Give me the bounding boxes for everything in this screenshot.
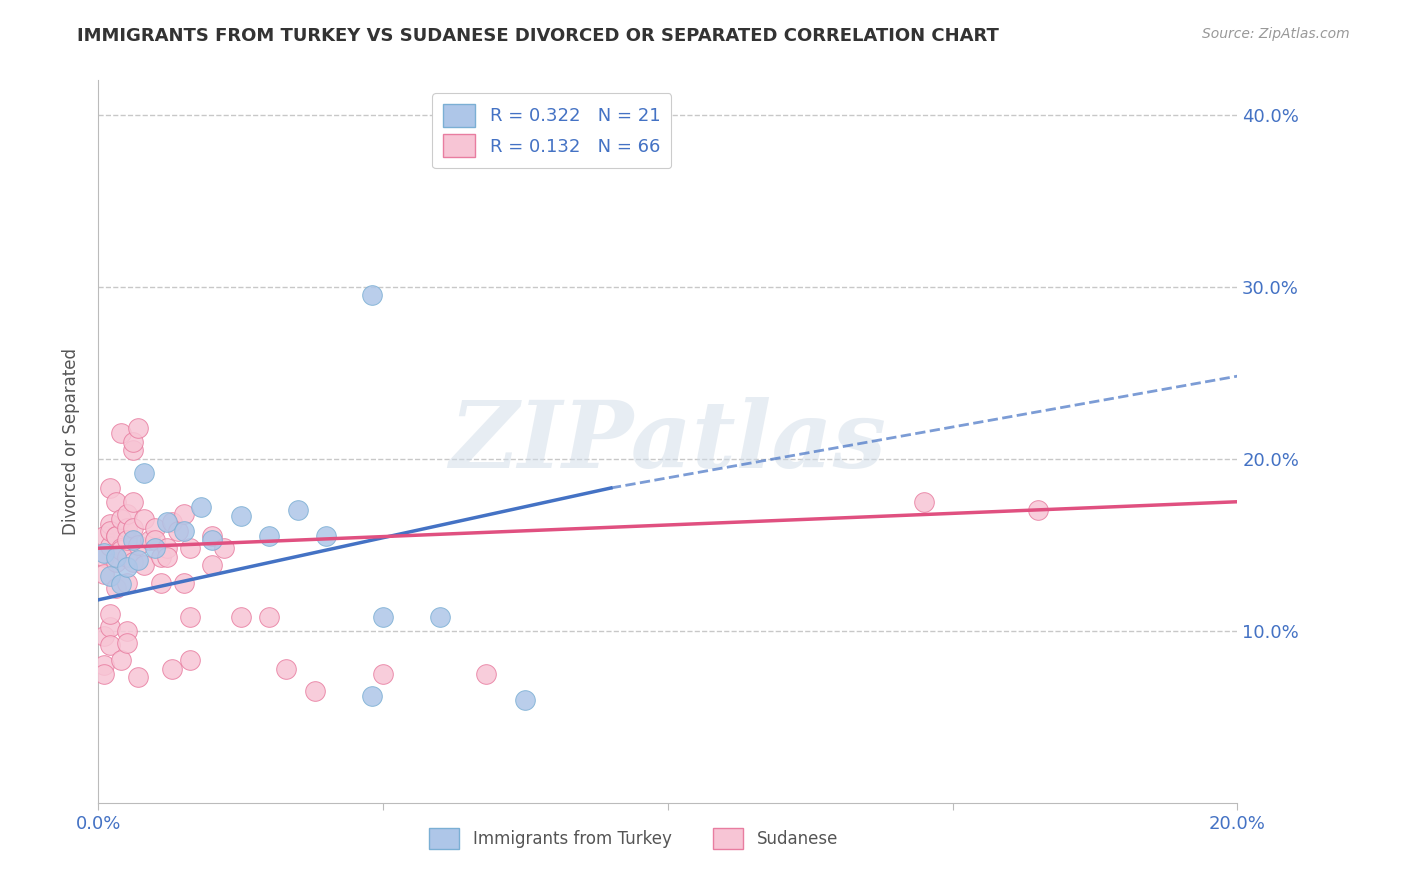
Point — [360, 689, 382, 703]
Point — [98, 517, 121, 532]
Point — [110, 425, 132, 440]
Point — [201, 529, 224, 543]
Point — [162, 662, 184, 676]
Point — [212, 541, 235, 556]
Point — [156, 541, 179, 556]
Point — [104, 549, 127, 564]
Point — [515, 692, 537, 706]
Point — [115, 520, 138, 534]
Text: Source: ZipAtlas.com: Source: ZipAtlas.com — [1202, 27, 1350, 41]
Point — [110, 653, 132, 667]
Point — [173, 507, 195, 521]
Point — [104, 529, 127, 543]
Point — [115, 560, 138, 574]
Point — [162, 516, 184, 530]
Point — [104, 494, 127, 508]
Point — [1026, 503, 1049, 517]
Point — [98, 620, 121, 634]
Point — [132, 558, 155, 573]
Point — [104, 529, 127, 543]
Legend: Immigrants from Turkey, Sudanese: Immigrants from Turkey, Sudanese — [423, 822, 845, 856]
Point — [98, 568, 121, 582]
Point — [132, 512, 155, 526]
Point — [373, 610, 395, 624]
Point — [115, 507, 138, 521]
Point — [115, 575, 138, 590]
Point — [145, 541, 167, 556]
Point — [121, 434, 143, 449]
Point — [127, 421, 149, 435]
Point — [167, 524, 190, 538]
Point — [115, 624, 138, 638]
Point — [190, 500, 212, 514]
Point — [173, 575, 195, 590]
Point — [110, 541, 132, 556]
Point — [93, 567, 115, 582]
Point — [127, 538, 149, 552]
Point — [98, 638, 121, 652]
Point — [150, 549, 173, 564]
Point — [121, 443, 143, 458]
Point — [110, 577, 132, 591]
Point — [115, 533, 138, 547]
Point — [121, 494, 143, 508]
Point — [287, 503, 309, 517]
Point — [304, 684, 326, 698]
Point — [98, 524, 121, 538]
Point — [156, 516, 179, 530]
Point — [98, 540, 121, 554]
Point — [474, 666, 496, 681]
Point — [110, 542, 132, 557]
Point — [93, 658, 115, 673]
Point — [145, 533, 167, 547]
Point — [93, 546, 115, 560]
Point — [912, 494, 935, 508]
Point — [276, 662, 298, 676]
Point — [156, 549, 179, 564]
Point — [115, 636, 138, 650]
Point — [121, 520, 143, 534]
Point — [229, 610, 252, 624]
Point — [179, 610, 201, 624]
Text: IMMIGRANTS FROM TURKEY VS SUDANESE DIVORCED OR SEPARATED CORRELATION CHART: IMMIGRANTS FROM TURKEY VS SUDANESE DIVOR… — [77, 27, 1000, 45]
Point — [98, 481, 121, 495]
Point — [138, 533, 160, 547]
Point — [93, 529, 115, 543]
Text: ZIPatlas: ZIPatlas — [450, 397, 886, 486]
Point — [179, 653, 201, 667]
Point — [229, 508, 252, 523]
Point — [179, 541, 201, 556]
Point — [104, 555, 127, 569]
Point — [429, 610, 451, 624]
Point — [93, 666, 115, 681]
Point — [121, 555, 143, 569]
Point — [132, 466, 155, 480]
Point — [173, 524, 195, 538]
Point — [315, 529, 337, 543]
Point — [121, 533, 143, 547]
Point — [373, 666, 395, 681]
Point — [127, 670, 149, 684]
Point — [259, 610, 281, 624]
Point — [93, 629, 115, 643]
Point — [127, 553, 149, 567]
Point — [201, 533, 224, 547]
Point — [150, 575, 173, 590]
Point — [115, 549, 138, 564]
Point — [259, 529, 281, 543]
Point — [93, 549, 115, 564]
Point — [104, 581, 127, 595]
Point — [98, 607, 121, 621]
Point — [110, 512, 132, 526]
Point — [201, 558, 224, 573]
Y-axis label: Divorced or Separated: Divorced or Separated — [62, 348, 80, 535]
Point — [360, 288, 382, 302]
Point — [145, 520, 167, 534]
